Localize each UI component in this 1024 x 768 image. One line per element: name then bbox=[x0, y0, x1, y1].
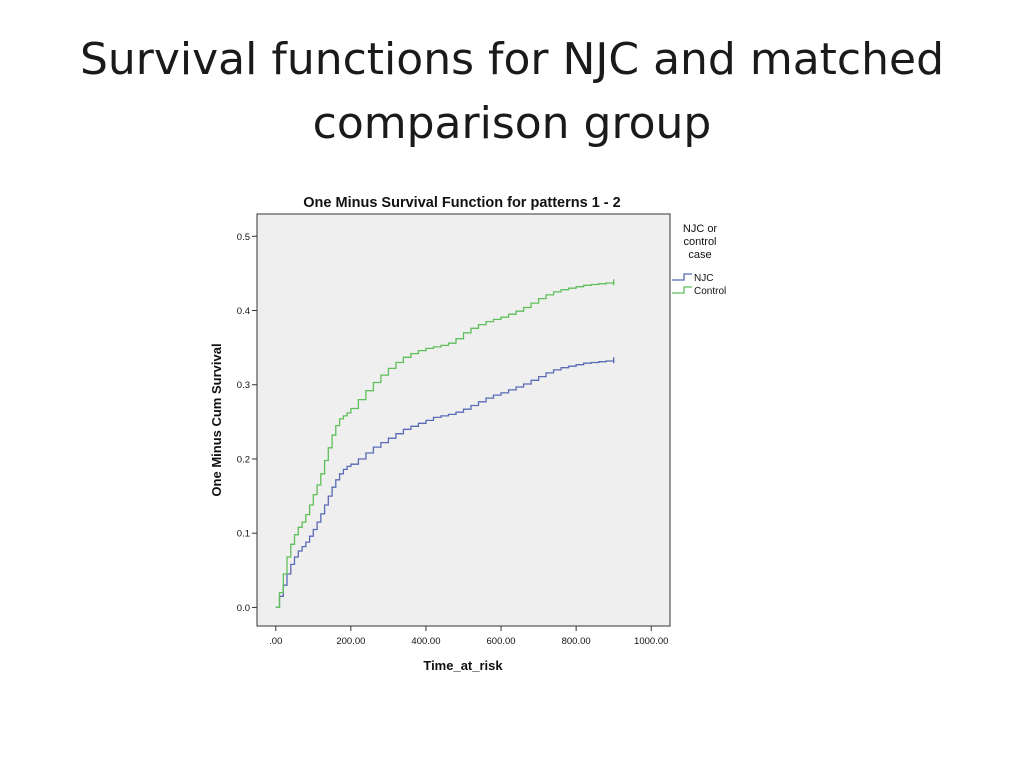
x-axis-label: Time_at_risk bbox=[423, 658, 503, 673]
y-tick-label: 0.4 bbox=[237, 306, 250, 317]
legend-swatch-njc bbox=[672, 273, 692, 281]
x-tick-label: 800.00 bbox=[562, 636, 591, 647]
legend-title-line: case bbox=[688, 249, 711, 261]
y-tick-label: 0.3 bbox=[237, 380, 250, 391]
y-tick-label: 0.2 bbox=[237, 454, 250, 465]
series-line-njc bbox=[275, 360, 615, 609]
plot-area bbox=[256, 213, 671, 627]
slide-title-line-2: comparison group bbox=[312, 98, 712, 149]
legend-title-line: control bbox=[683, 236, 716, 248]
legend-label-njc: NJC bbox=[694, 273, 713, 284]
x-tick-label: 600.00 bbox=[487, 636, 516, 647]
legend-label-control: Control bbox=[694, 286, 726, 297]
y-tick-label: 0.0 bbox=[237, 603, 250, 614]
y-tick-label: 0.5 bbox=[237, 232, 250, 243]
legend-title-line: NJC or bbox=[683, 223, 718, 235]
slide-title-line-1: Survival functions for NJC and matched bbox=[79, 34, 945, 85]
chart-title: One Minus Survival Function for patterns… bbox=[303, 195, 620, 211]
y-tick-label: 0.1 bbox=[237, 529, 250, 540]
x-tick-label: 200.00 bbox=[336, 636, 365, 647]
axes: 0.0 0.1 0.2 0.3 0.4 0.5 .00 200.00 400.00 600.00 8… bbox=[237, 232, 669, 647]
x-tick-label: .00 bbox=[269, 636, 282, 647]
x-tick-label: 1000.00 bbox=[634, 636, 668, 647]
series-layer bbox=[275, 279, 615, 609]
slide-title: Survival functions for NJC and matched c… bbox=[0, 28, 1024, 156]
x-tick-label: 400.00 bbox=[411, 636, 440, 647]
legend-swatch-control bbox=[672, 286, 692, 294]
series-line-control bbox=[275, 282, 615, 609]
y-axis-label: One Minus Cum Survival bbox=[209, 343, 224, 496]
